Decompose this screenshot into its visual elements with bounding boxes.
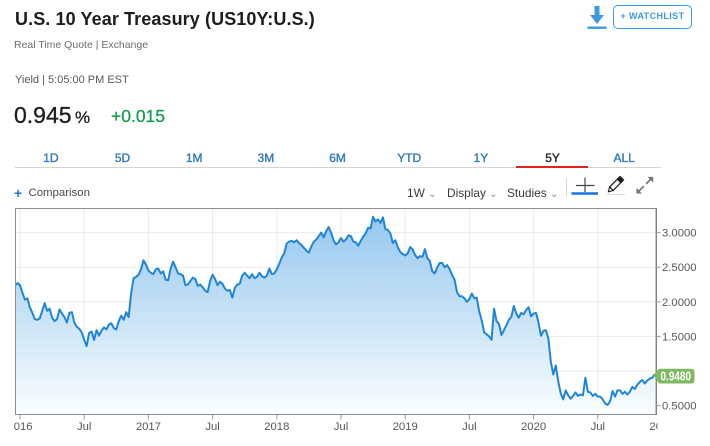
svg-text:Jul: Jul [334, 421, 348, 433]
svg-text:Jul: Jul [591, 421, 605, 433]
svg-text:2020: 2020 [521, 421, 546, 433]
svg-text:2018: 2018 [264, 421, 289, 433]
svg-text:Jul: Jul [205, 421, 219, 433]
svg-text:2017: 2017 [136, 421, 161, 433]
svg-text:Jul: Jul [77, 421, 91, 433]
svg-text:2.0000: 2.0000 [662, 297, 697, 309]
svg-text:1.5000: 1.5000 [662, 331, 697, 343]
svg-text:2016: 2016 [7, 421, 32, 433]
svg-text:0.9480: 0.9480 [661, 369, 692, 383]
svg-text:2021: 2021 [649, 421, 674, 433]
svg-text:Jul: Jul [462, 421, 476, 433]
svg-text:2019: 2019 [393, 421, 418, 433]
svg-text:0.5000: 0.5000 [662, 401, 697, 413]
svg-text:2.5000: 2.5000 [662, 262, 697, 274]
svg-text:3.0000: 3.0000 [662, 228, 697, 240]
